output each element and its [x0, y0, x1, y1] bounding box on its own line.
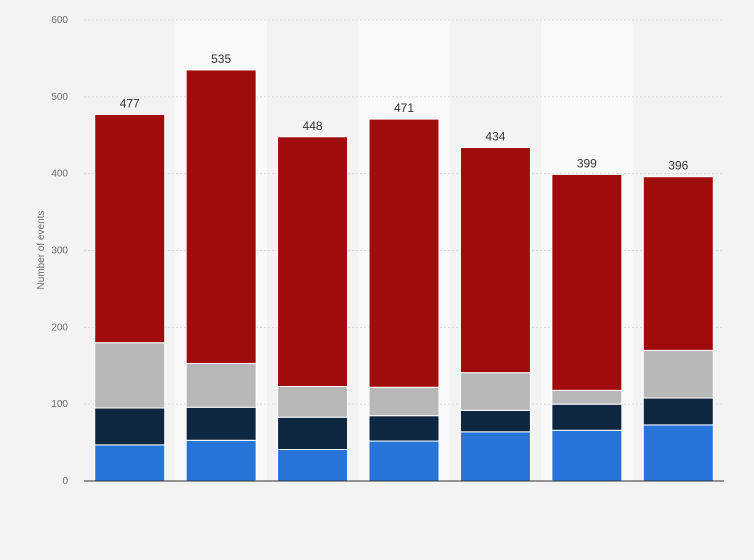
bar-segment-2 — [459, 409, 531, 433]
bar-segment-4 — [642, 176, 714, 351]
y-axis: 0 100 200 300 400 500 600 — [51, 15, 68, 487]
bar-segment-1 — [551, 429, 623, 482]
data-label: 477 — [120, 97, 140, 111]
bar-segment-1 — [185, 439, 257, 482]
bar-segment-1 — [277, 448, 349, 482]
bar-segment-4 — [459, 147, 531, 374]
bar-segment-1 — [94, 444, 166, 482]
bar-segment-2 — [642, 397, 714, 426]
bar-segment-3 — [551, 389, 623, 405]
y-tick-label: 0 — [62, 476, 68, 487]
bar-segment-1 — [459, 431, 531, 482]
y-tick-label: 600 — [51, 15, 68, 26]
bar-segment-2 — [94, 407, 166, 446]
y-tick-label: 500 — [51, 92, 68, 103]
bar-segment-2 — [277, 416, 349, 450]
y-axis-title: Number of events — [36, 211, 47, 290]
y-tick-label: 200 — [51, 322, 68, 333]
bar-segment-3 — [459, 372, 531, 411]
data-label: 396 — [668, 159, 688, 173]
data-label: 448 — [303, 119, 323, 133]
data-label: 399 — [577, 156, 597, 170]
bar-segment-2 — [185, 406, 257, 441]
bar-segment-3 — [368, 386, 440, 417]
bar-segment-3 — [642, 349, 714, 399]
bar-segment-4 — [185, 69, 257, 364]
bar-segment-2 — [551, 403, 623, 431]
bar-segment-3 — [185, 362, 257, 408]
y-tick-label: 100 — [51, 399, 68, 410]
bar-segment-3 — [94, 342, 166, 409]
data-label: 434 — [485, 130, 505, 144]
bar-segment-1 — [642, 424, 714, 482]
data-label: 471 — [394, 101, 414, 115]
bar-segment-4 — [368, 118, 440, 388]
bar-segment-4 — [94, 114, 166, 344]
data-label: 535 — [211, 52, 231, 66]
value-labels: 477 535 448 471 434 399 396 — [120, 52, 689, 173]
bar-segment-1 — [368, 440, 440, 482]
y-tick-label: 400 — [51, 169, 68, 180]
y-tick-label: 300 — [51, 246, 68, 257]
bars — [94, 69, 714, 482]
bar-segment-4 — [277, 136, 349, 387]
bar-segment-4 — [551, 173, 623, 391]
bar-segment-2 — [368, 415, 440, 442]
bar-segment-3 — [277, 385, 349, 418]
